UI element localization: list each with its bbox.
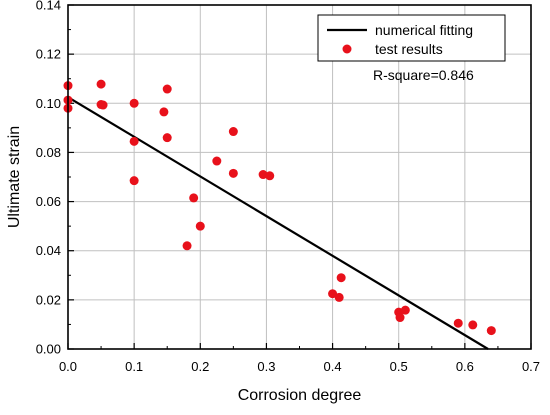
data-point [96,79,106,89]
x-tick-label: 0.1 [125,359,143,374]
y-tick-label: 0.10 [36,96,61,111]
data-point [400,305,410,315]
data-point [189,193,199,203]
data-point [129,176,139,186]
legend-label-test-results: test results [375,41,443,57]
data-point [159,107,169,117]
x-tick-label: 0.4 [324,359,342,374]
y-tick-label: 0.14 [36,0,61,13]
data-point [129,98,139,108]
legend-box [317,14,506,62]
y-axis-label: Ultimate strain [6,126,23,228]
legend: numerical fitting test results [317,14,506,62]
y-tick-label: 0.04 [36,243,61,258]
data-point [486,326,496,336]
data-point [468,320,478,330]
data-point [212,156,222,166]
axis-ticks: 0.0 0.1 0.2 0.3 0.4 0.5 0.6 0.7 0.00 0.02 0.04 0.06… [36,0,540,374]
data-point [395,313,405,323]
x-tick-label: 0.6 [456,359,474,374]
data-point [162,84,172,94]
grid [68,5,531,349]
x-tick-label: 0.0 [59,359,77,374]
data-point [453,318,463,328]
y-tick-label: 0.00 [36,342,61,357]
fitting-line [67,96,489,350]
y-tick-label: 0.12 [36,47,61,62]
data-point [182,241,192,251]
r-square-annotation: R-square=0.846 [373,67,474,83]
data-point [162,133,172,143]
data-point [334,292,344,302]
x-tick-label: 0.3 [257,359,275,374]
data-point [228,168,238,178]
data-point [195,221,205,231]
data-point [336,273,346,283]
x-tick-label: 0.5 [390,359,408,374]
x-tick-label: 0.7 [522,359,540,374]
data-point [265,171,275,181]
plot-frame [67,4,532,350]
data-point [129,136,139,146]
y-tick-label: 0.08 [36,145,61,160]
data-point [228,127,238,137]
y-tick-label: 0.02 [36,292,61,307]
y-tick-label: 0.06 [36,194,61,209]
x-axis-label: Corrosion degree [238,387,362,404]
x-tick-label: 0.2 [191,359,209,374]
series [63,79,496,350]
legend-label-fitting: numerical fitting [375,22,473,38]
data-point [98,100,108,110]
data-point [328,289,338,299]
legend-dot-swatch [342,44,352,54]
